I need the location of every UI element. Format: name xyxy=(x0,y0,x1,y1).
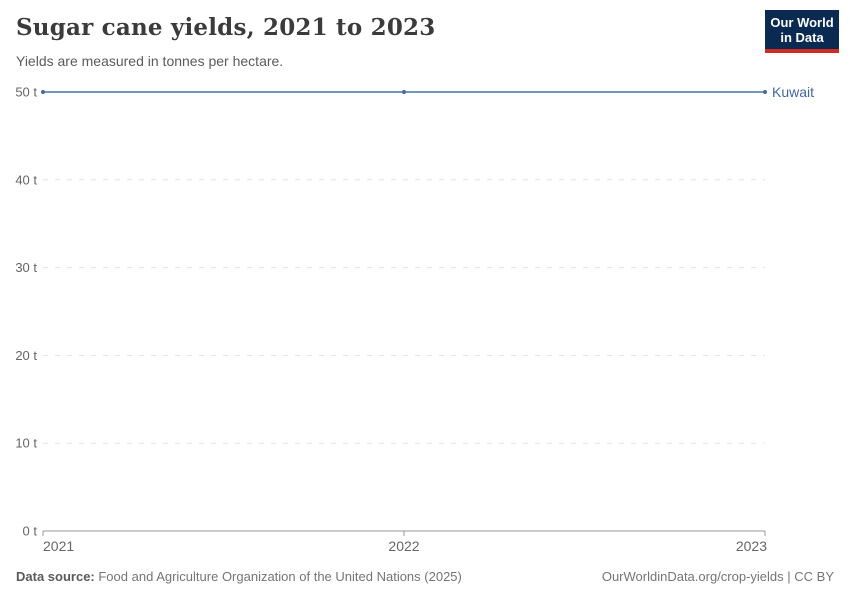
y-tick-label: 0 t xyxy=(23,524,38,539)
y-tick-label: 20 t xyxy=(15,348,37,363)
chart-title: Sugar cane yields, 2021 to 2023 xyxy=(16,14,436,41)
chart-subtitle: Yields are measured in tonnes per hectar… xyxy=(16,53,284,69)
owid-logo-line2: in Data xyxy=(780,30,824,45)
series-label[interactable]: Kuwait xyxy=(772,84,814,100)
chart-footer: Data source: Food and Agriculture Organi… xyxy=(16,569,834,584)
y-tick-label: 30 t xyxy=(15,260,37,275)
credit-link[interactable]: OurWorldinData.org/crop-yields | CC BY xyxy=(601,569,834,584)
y-tick-label: 40 t xyxy=(15,172,37,187)
data-point[interactable] xyxy=(40,89,46,95)
x-tick-label: 2023 xyxy=(736,538,767,554)
data-source-note: Data source: Food and Agriculture Organi… xyxy=(16,569,462,584)
data-source-text: Food and Agriculture Organization of the… xyxy=(94,569,462,584)
x-tick-label: 2021 xyxy=(43,538,74,554)
owid-logo[interactable]: Our World in Data xyxy=(765,10,839,53)
data-point[interactable] xyxy=(401,89,407,95)
y-tick-label: 10 t xyxy=(15,436,37,451)
data-point[interactable] xyxy=(762,89,768,95)
owid-logo-line1: Our World xyxy=(770,15,834,30)
x-tick-label: 2022 xyxy=(388,538,419,554)
data-source-label: Data source: xyxy=(16,569,95,584)
y-tick-label: 50 t xyxy=(15,85,37,100)
